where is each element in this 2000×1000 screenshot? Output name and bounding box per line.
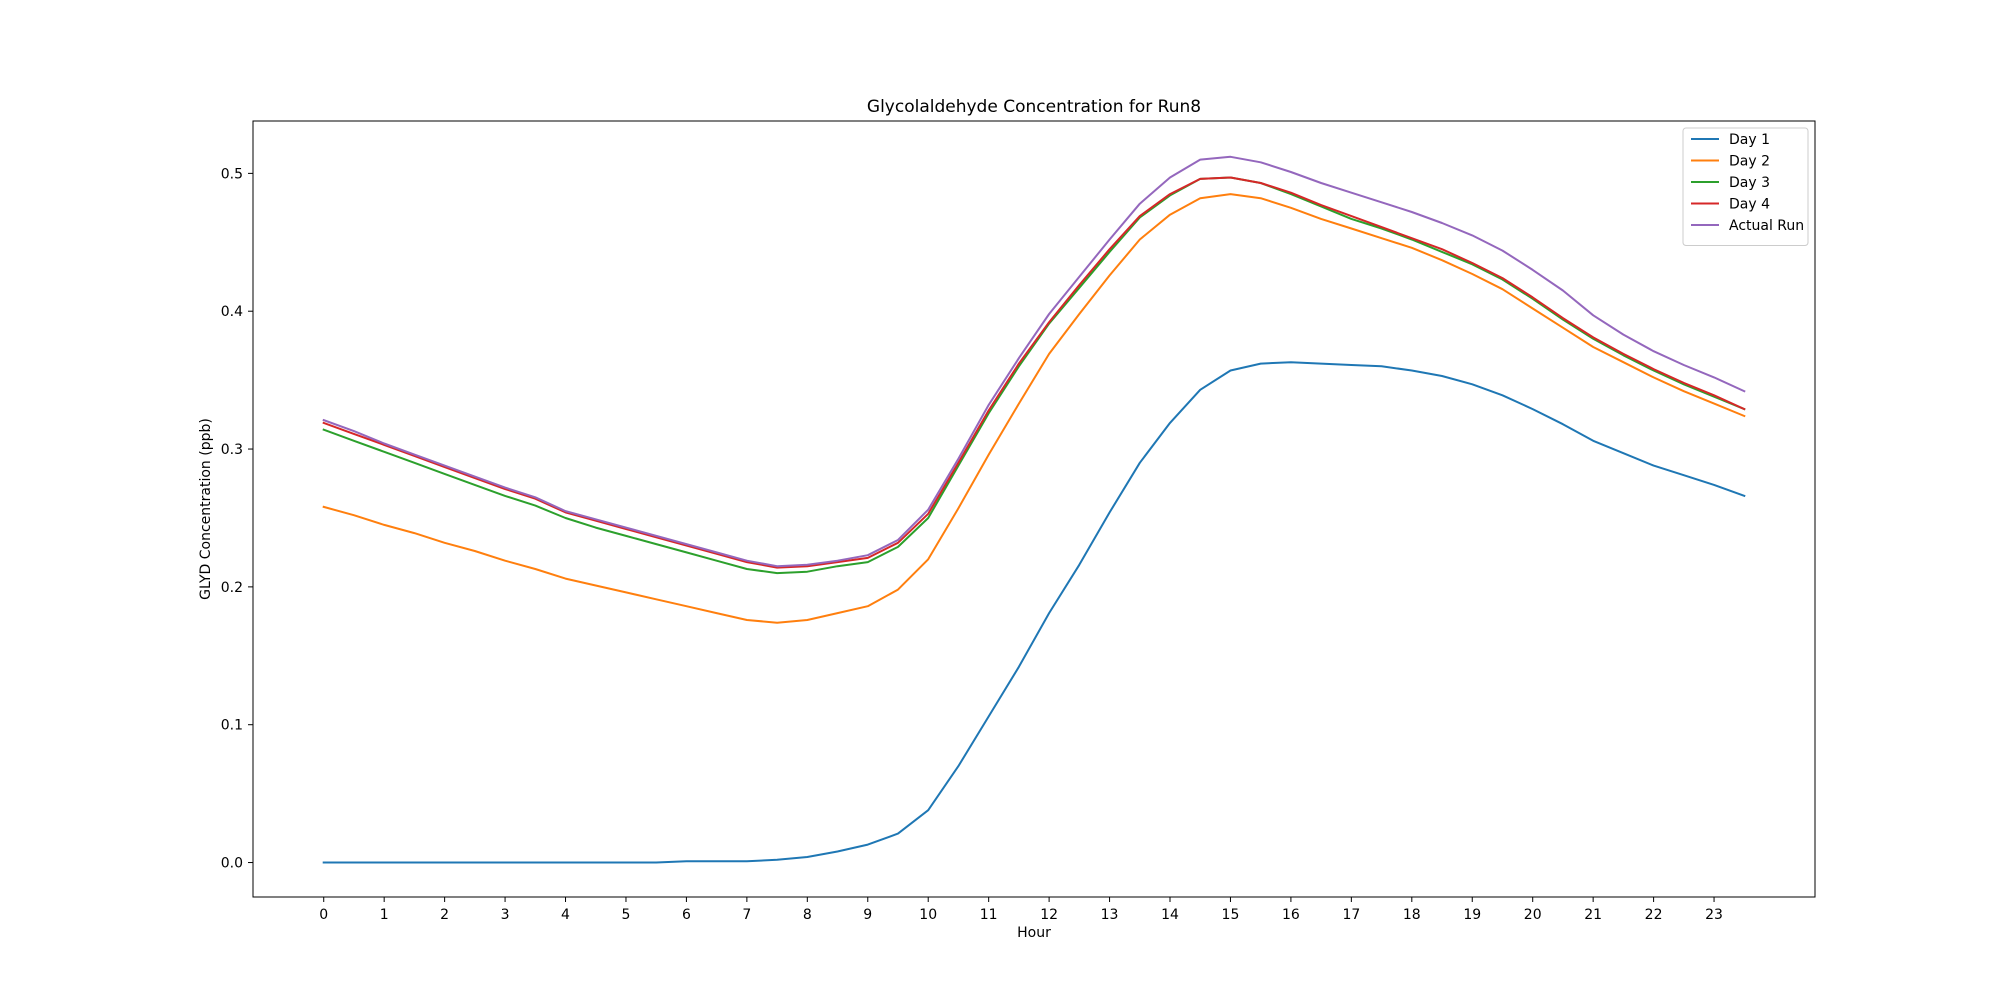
x-tick-label: 19 <box>1463 907 1481 923</box>
x-tick-label: 11 <box>980 907 998 923</box>
y-tick-label: 0.5 <box>221 166 243 182</box>
x-axis-title: Hour <box>1017 925 1051 941</box>
x-tick-label: 5 <box>622 907 631 923</box>
series-line-actual-run <box>322 155 1746 568</box>
x-tick-label: 18 <box>1403 907 1421 923</box>
series-line-day-4 <box>322 176 1746 569</box>
chart-title: Glycolaldehyde Concentration for Run8 <box>867 97 1201 117</box>
x-tick-label: 21 <box>1584 907 1602 923</box>
legend-label-day-3: Day 3 <box>1729 175 1770 191</box>
legend: Day 1 Day 2 Day 3 Day 4 Actual Run <box>1682 127 1809 246</box>
x-tick-label: 2 <box>440 907 449 923</box>
x-tick-label: 7 <box>742 907 751 923</box>
x-tick-label: 22 <box>1645 907 1663 923</box>
x-tick-label: 8 <box>803 907 812 923</box>
x-tick-label: 17 <box>1342 907 1360 923</box>
legend-box <box>1682 127 1809 246</box>
legend-label-day-2: Day 2 <box>1729 154 1770 170</box>
x-tick-label: 12 <box>1040 907 1058 923</box>
legend-label-actual-run: Actual Run <box>1729 218 1804 234</box>
plot-area-frame <box>252 120 1816 898</box>
x-axis: 0 1 2 3 4 5 6 7 8 9 10 11 12 13 14 15 16 17 18 19 20 21 22 23 <box>319 897 1723 923</box>
x-tick-label: 16 <box>1282 907 1300 923</box>
series-line-day-2 <box>322 193 1746 624</box>
y-tick-label: 0.2 <box>221 580 243 596</box>
x-tick-label: 14 <box>1161 907 1179 923</box>
y-tick-label: 0.0 <box>221 856 243 872</box>
x-tick-label: 23 <box>1705 907 1723 923</box>
x-tick-label: 20 <box>1524 907 1542 923</box>
y-axis-title: GLYD Concentration (ppb) <box>198 418 214 600</box>
legend-label-day-4: Day 4 <box>1729 197 1770 213</box>
y-axis: 0.0 0.1 0.2 0.3 0.4 0.5 <box>221 166 253 872</box>
legend-label-day-1: Day 1 <box>1729 132 1770 148</box>
x-tick-label: 3 <box>501 907 510 923</box>
series-line-day-3 <box>322 176 1746 575</box>
y-tick-label: 0.4 <box>221 304 243 320</box>
x-tick-label: 10 <box>919 907 937 923</box>
x-tick-label: 1 <box>380 907 389 923</box>
y-tick-label: 0.3 <box>221 442 243 458</box>
series-line-day-1 <box>322 361 1746 864</box>
x-tick-label: 15 <box>1222 907 1240 923</box>
series-lines <box>322 155 1746 864</box>
x-tick-label: 9 <box>863 907 872 923</box>
y-tick-label: 0.1 <box>221 718 243 734</box>
x-tick-label: 0 <box>319 907 328 923</box>
x-tick-label: 13 <box>1101 907 1119 923</box>
x-tick-label: 4 <box>561 907 570 923</box>
x-tick-label: 6 <box>682 907 691 923</box>
